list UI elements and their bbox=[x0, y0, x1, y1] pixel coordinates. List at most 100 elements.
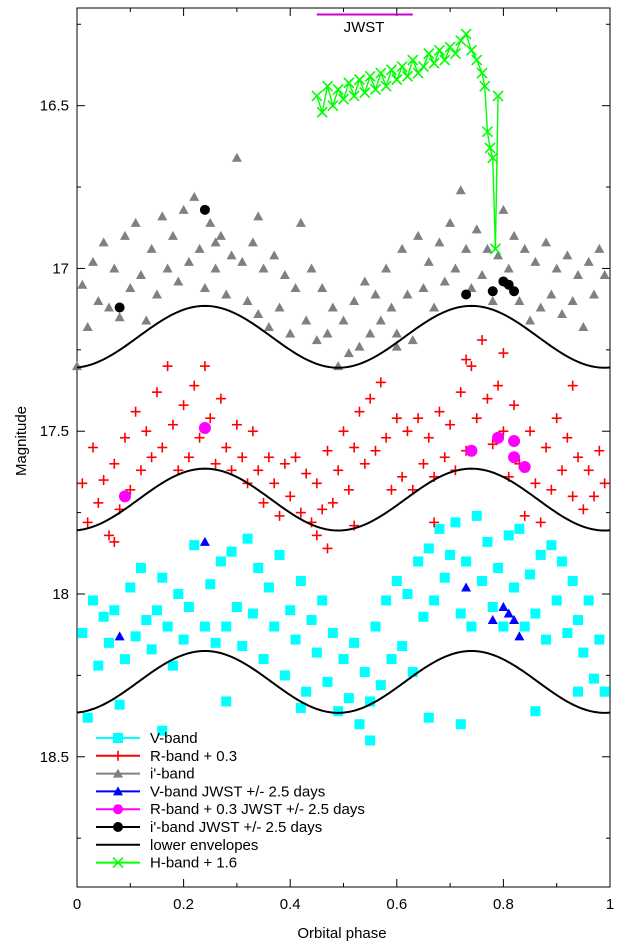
legend-marker-7-b bbox=[112, 857, 124, 869]
series-2-point bbox=[231, 152, 242, 162]
series-4-point bbox=[465, 444, 478, 457]
series-0-point bbox=[162, 621, 173, 632]
series-2-point bbox=[77, 279, 88, 289]
series-0-point bbox=[402, 589, 413, 599]
series-0-point bbox=[317, 595, 328, 606]
series-2-point bbox=[263, 322, 274, 332]
series-2-point bbox=[135, 269, 146, 279]
series-2-point bbox=[594, 243, 605, 253]
series-0-point bbox=[594, 634, 605, 645]
series-2-point bbox=[519, 243, 530, 253]
series-0-point bbox=[114, 699, 125, 710]
series-3-point bbox=[114, 631, 125, 641]
series-0-point bbox=[375, 680, 386, 691]
series-5-point bbox=[114, 302, 125, 313]
series-2-point bbox=[455, 185, 466, 195]
series-7-point bbox=[396, 61, 408, 73]
series-0-point bbox=[450, 517, 461, 528]
series-2-point bbox=[253, 309, 264, 319]
series-2-point bbox=[146, 243, 157, 253]
series-2-point bbox=[269, 250, 280, 260]
series-7-point-b bbox=[353, 74, 366, 86]
series-1-point bbox=[562, 432, 573, 443]
series-2-point bbox=[178, 204, 189, 214]
series-2-point bbox=[279, 269, 290, 279]
series-7-point bbox=[455, 34, 467, 47]
legend-marker-4 bbox=[113, 804, 123, 815]
lower-envelope-0 bbox=[76, 304, 611, 369]
series-2-point bbox=[370, 289, 381, 299]
series-2-point bbox=[189, 191, 200, 201]
series-1-point bbox=[418, 458, 429, 469]
series-5-point bbox=[509, 286, 520, 297]
series-2-point bbox=[210, 237, 221, 247]
series-1-point bbox=[279, 458, 290, 469]
series-7-point-b bbox=[348, 90, 360, 102]
series-0-point bbox=[413, 556, 424, 567]
series-7-point bbox=[439, 54, 451, 66]
series-1-point bbox=[397, 471, 408, 482]
series-7-point-b bbox=[369, 83, 382, 95]
series-7-point-b bbox=[428, 57, 440, 69]
series-1-point bbox=[317, 504, 328, 515]
series-7-point bbox=[444, 41, 456, 53]
series-1-point bbox=[567, 491, 578, 502]
series-2-point bbox=[103, 302, 114, 312]
series-0-point bbox=[253, 562, 264, 573]
series-2-point bbox=[423, 256, 434, 266]
series-1-point bbox=[295, 507, 306, 518]
series-1-point bbox=[231, 419, 242, 430]
legend-label-5: i'-band JWST +/- 2.5 days bbox=[150, 819, 322, 836]
series-7-point-b bbox=[412, 67, 424, 79]
series-2-point bbox=[439, 276, 450, 286]
y-axis-title: Magnitude bbox=[13, 406, 30, 476]
series-2-point bbox=[322, 328, 333, 338]
series-2-point bbox=[402, 289, 413, 299]
lower-envelope-1 bbox=[76, 467, 611, 532]
series-1-point bbox=[530, 478, 541, 489]
x-tick-label: 0.6 bbox=[386, 896, 407, 913]
series-0-point bbox=[407, 667, 418, 678]
series-2-point bbox=[162, 263, 173, 273]
x-tick-label: 1 bbox=[606, 896, 614, 913]
series-7-point bbox=[375, 67, 387, 79]
series-4-point bbox=[518, 461, 531, 474]
axes-layer: 0 0.2 0.4 0.6 0.8 1 16.5 17 17.5 18 18.5 bbox=[40, 7, 614, 913]
x-axis-title: Orbital phase bbox=[297, 925, 386, 942]
series-7-point-b bbox=[449, 48, 461, 60]
series-1-point bbox=[151, 387, 162, 398]
series-1-point bbox=[183, 452, 194, 463]
lower-envelope-2 bbox=[76, 649, 611, 714]
series-2-point bbox=[445, 217, 456, 227]
series-0-point bbox=[551, 595, 562, 606]
series-1-point bbox=[583, 465, 594, 476]
series-2-point bbox=[381, 263, 392, 273]
series-0-point bbox=[578, 647, 589, 658]
series-2-point bbox=[253, 211, 264, 221]
series-0-point bbox=[343, 693, 354, 704]
series-2-point bbox=[493, 250, 504, 260]
series-7-point bbox=[481, 126, 493, 138]
series-2-point bbox=[418, 282, 429, 292]
series-7-point-b bbox=[327, 100, 339, 112]
series-3-point bbox=[461, 582, 472, 592]
series-7-point-b bbox=[380, 80, 392, 92]
series-1-point bbox=[525, 426, 536, 437]
series-0-point bbox=[599, 686, 610, 697]
series-1-point bbox=[557, 465, 568, 476]
series-1-point bbox=[77, 478, 88, 489]
series-3-point bbox=[199, 536, 210, 546]
series-3-point bbox=[498, 602, 509, 612]
series-1-point bbox=[311, 530, 322, 541]
series-0-point bbox=[87, 595, 98, 606]
series-7-point bbox=[492, 90, 504, 102]
series-2-point bbox=[365, 328, 376, 338]
series-0-point bbox=[567, 575, 578, 586]
series-0-point bbox=[455, 719, 466, 730]
series-7-point bbox=[369, 83, 382, 95]
legend-label-4: R-band + 0.3 JWST +/- 2.5 days bbox=[150, 801, 365, 818]
series-1-point bbox=[354, 406, 365, 417]
legend-label-0: V-band bbox=[150, 730, 198, 747]
series-7-point bbox=[343, 77, 355, 89]
